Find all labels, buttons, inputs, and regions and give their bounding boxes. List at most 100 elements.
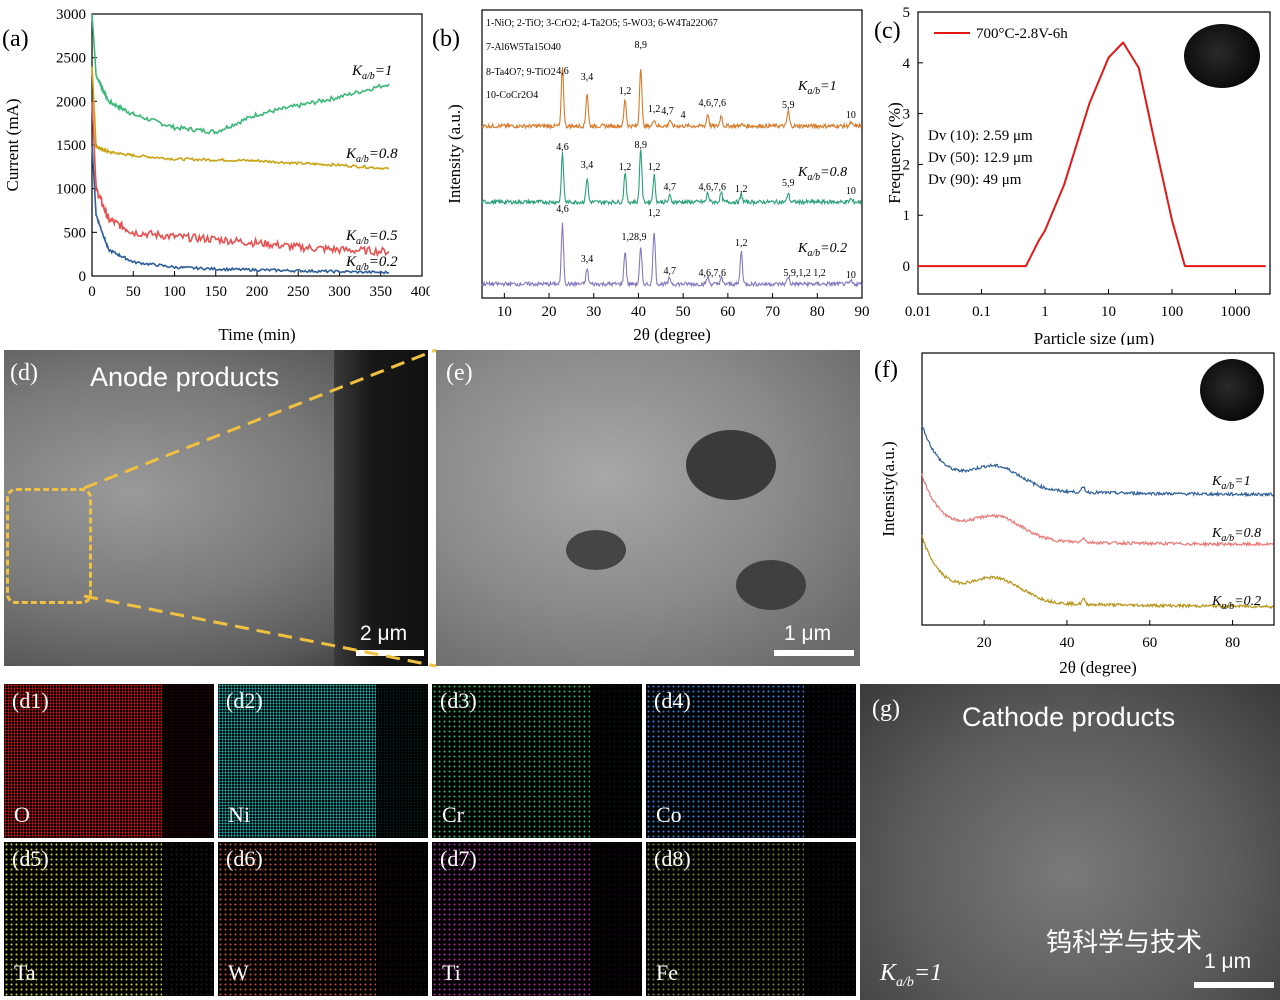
y-tick-label: 0 [79, 269, 87, 285]
x-tick-label: 80 [810, 304, 825, 320]
x-tick-label: 30 [586, 304, 601, 320]
peak-label: 4,6 [556, 66, 569, 77]
element-label: Ni [228, 802, 250, 827]
powder-image [1184, 24, 1260, 88]
ratio-label: Ka/b=1 [880, 960, 943, 990]
pore [566, 530, 626, 570]
xrd-pattern [481, 222, 863, 289]
y-axis-label: Intensity (a.u.) [445, 104, 464, 204]
peak-label: 1,2 [619, 86, 632, 97]
peak-label: 1,2 [648, 104, 661, 115]
panel-label: (d5) [12, 846, 49, 871]
pore [736, 560, 806, 610]
x-tick-label: 40 [631, 304, 646, 320]
x-tick-label: 50 [676, 304, 691, 320]
xrd-pattern [481, 67, 863, 131]
panel-label: (d) [10, 360, 38, 386]
panel-label: (b) [432, 26, 460, 52]
x-tick-label: 1 [1041, 304, 1049, 320]
series-line [91, 66, 390, 171]
x-tick-label: 300 [328, 284, 351, 300]
x-tick-label: 50 [126, 284, 141, 300]
eds-map-fe: (d8) Fe [646, 842, 856, 996]
series-label: Ka/b=1 [351, 63, 392, 82]
x-tick-label: 10 [1101, 304, 1116, 320]
peak-label: 1,2 [735, 184, 748, 195]
x-tick-label: 150 [205, 284, 228, 300]
map-dark-region [376, 842, 428, 996]
element-label: Ti [442, 960, 461, 985]
x-tick-label: 90 [855, 304, 870, 320]
x-axis-label: 2θ (degree) [633, 325, 711, 344]
peak-label: 10 [846, 186, 856, 197]
x-tick-label: 0.1 [972, 304, 991, 320]
series-label: Ka/b=0.2 [797, 241, 847, 259]
legend-text: 700°C-2.8V-6h [976, 26, 1068, 42]
dv-stat: Dv (50): 12.9 μm [928, 150, 1033, 166]
peak-label: 4,7 [664, 182, 677, 193]
scale-text: 2 μm [360, 622, 408, 645]
eds-map-ni: (d2) Ni [218, 684, 428, 838]
peak-label: 8,9 [634, 140, 647, 151]
y-axis-label: Frequency (%) [885, 102, 904, 204]
current-time-chart: 0 50 100 150 200 250 300 350 400 0 500 1000 1500 2000… [2, 7, 433, 344]
map-dark-region [590, 842, 642, 996]
series-label: Ka/b=0.8 [1211, 526, 1261, 544]
y-tick-label: 2000 [56, 94, 86, 110]
x-tick-label: 250 [287, 284, 310, 300]
peak-label: 4,6,7,6 [698, 268, 726, 279]
y-tick-label: 500 [64, 225, 87, 241]
panel-b: 10 20 30 40 50 60 70 80 90 2θ (degree) Intensity (… [430, 0, 870, 345]
legend-text: 10-CoCr2O4 [486, 90, 538, 101]
xrd-chart: 10 20 30 40 50 60 70 80 90 2θ (degree) Intensity (… [432, 9, 870, 344]
x-tick-label: 10 [497, 304, 512, 320]
particle-size-chart: 0.01 0.1 1 10 100 1000 0 1 2 3 4 5 Particle size (μm… [874, 5, 1271, 348]
panel-e-sem-image: (e) 1 μm [436, 350, 860, 666]
sem-dark-region [334, 350, 428, 666]
eds-map-co: (d4) Co [646, 684, 856, 838]
series-label: Ka/b=0.8 [797, 165, 847, 183]
xrd-pattern [921, 473, 1274, 548]
legend-text: 1-NiO; 2-TiO; 3-CrO2; 4-Ta2O5; 5-WO3; 6-… [486, 18, 718, 29]
x-tick-label: 100 [163, 284, 186, 300]
map-dark-region [590, 684, 642, 838]
x-tick-label: 20 [542, 304, 557, 320]
amorphous-xrd-chart: 20 40 60 80 2θ (degree) Intensity(a.u.) (f) Ka/… [874, 352, 1275, 677]
peak-label: 1,2 [648, 208, 661, 219]
x-tick-label: 100 [1161, 304, 1184, 320]
powder-image [1200, 359, 1264, 421]
x-tick-label: 400 [411, 284, 430, 300]
series-label: Ka/b=1 [1211, 474, 1251, 492]
scale-text: 1 μm [784, 622, 832, 645]
y-tick-label: 2 [903, 157, 911, 173]
map-dark-region [804, 842, 856, 996]
distribution-curve [918, 41, 1266, 268]
series-label: Ka/b=0.5 [345, 228, 398, 247]
series-label: Ka/b=0.8 [345, 146, 398, 165]
scale-bar [356, 650, 424, 656]
y-tick-label: 2500 [56, 51, 86, 67]
panel-label: (f) [874, 357, 898, 383]
pore [686, 430, 776, 500]
peak-label: 4,7 [664, 266, 677, 277]
element-label: Cr [442, 802, 464, 827]
x-tick-label: 80 [1225, 635, 1240, 651]
x-tick-label: 200 [246, 284, 269, 300]
peak-label: 1,2 [648, 162, 661, 173]
panel-label: (e) [446, 360, 473, 386]
x-tick-label: 40 [1059, 635, 1074, 651]
x-tick-label: 20 [977, 635, 992, 651]
x-tick-label: 1000 [1220, 304, 1250, 320]
y-tick-label: 1500 [56, 138, 86, 154]
map-dark-region [804, 684, 856, 838]
peak-label: 3,4 [581, 254, 594, 265]
peak-label: 1,28,9 [622, 232, 647, 243]
scale-bar [774, 650, 854, 656]
x-tick-label: 60 [1142, 635, 1157, 651]
eds-map-cr: (d3) Cr [432, 684, 642, 838]
panel-label: (d6) [226, 846, 263, 871]
panel-g-sem-image: (g) Cathode products Ka/b=1 钨科学与技术 1 μm [860, 684, 1280, 1000]
eds-map-ta: (d5) Ta [4, 842, 214, 996]
panel-label: (d1) [12, 688, 49, 713]
peak-label: 3,4 [581, 160, 594, 171]
